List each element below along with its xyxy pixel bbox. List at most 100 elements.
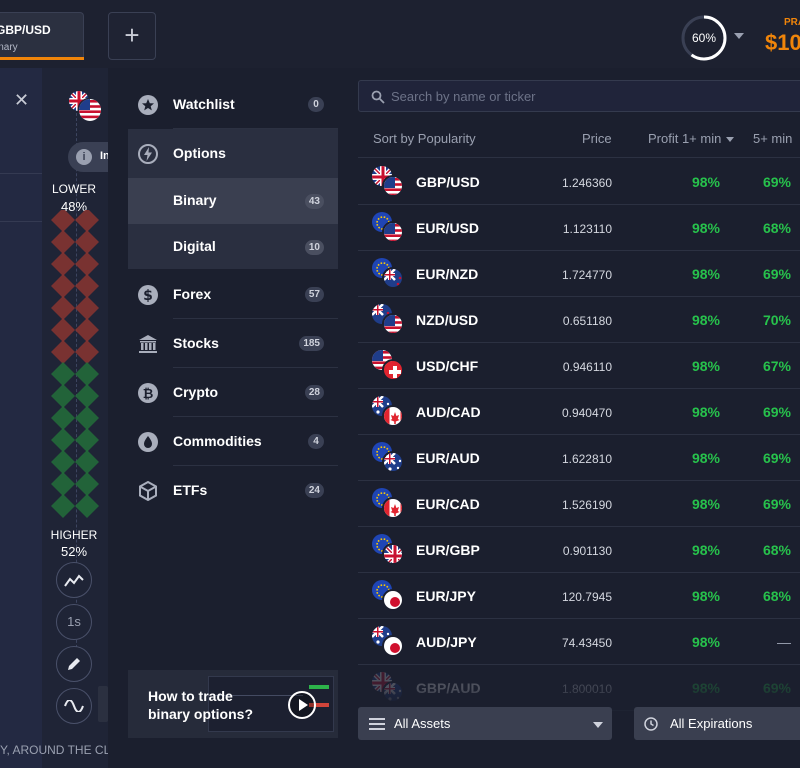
higher-label: HIGHER [50,528,98,542]
asset-row[interactable]: EUR/CAD 1.526190 98% 69% [358,481,800,527]
profit-1min: 98% [691,634,720,650]
bitcoin-icon: ₿ [138,383,158,403]
uk-us-flag-icon [68,90,104,126]
all-assets-dropdown[interactable]: All Assets [358,707,612,740]
lower-sentiment-mark [75,340,99,364]
asset-row[interactable]: GBP/USD 1.246360 98% 69% [358,159,800,205]
menu-item-crypto[interactable]: ₿ Crypto 28 [128,368,338,417]
menu-item-commodities[interactable]: Commodities 4 [128,417,338,466]
menu-item-options[interactable]: Options [128,129,338,178]
profit-1min: 98% [691,404,720,420]
menu-subitem-binary[interactable]: Binary 43 [128,178,338,224]
lower-sentiment-mark [75,252,99,276]
chevron-down-icon [593,722,603,728]
lower-sentiment-mark [75,274,99,298]
asset-info-pill[interactable]: i In [68,142,108,172]
asset-row[interactable]: EUR/NZD 1.724770 98% 69% [358,251,800,297]
asset-price: 1.246360 [561,176,612,190]
menu-item-label: ETFs [173,482,208,498]
lower-sentiment-mark [51,274,75,298]
asset-row[interactable]: AUD/CAD 0.940470 98% 69% [358,389,800,435]
star-icon [138,95,158,115]
sort-selector[interactable]: Sort by Popularity [373,131,476,146]
tutorial-video-card[interactable]: How to trade binary options? [128,670,338,738]
expiration-timer[interactable]: 60% [680,14,728,62]
timer-percent: 60% [691,31,717,45]
menu-subitem-digital[interactable]: Digital 10 [128,224,338,270]
ch-flag-icon [382,359,404,381]
higher-sentiment-mark [51,472,75,496]
all-expirations-dropdown[interactable]: All Expirations [634,707,800,740]
chart-type-button[interactable] [56,562,92,598]
lower-sentiment-mark [51,318,75,342]
higher-sentiment-mark [75,362,99,386]
asset-symbol: EUR/NZD [416,266,479,282]
drop-icon [138,432,158,452]
asset-price: 0.651180 [562,314,612,328]
menu-item-label: Stocks [173,335,219,351]
higher-sentiment-mark [51,494,75,518]
bank-icon [139,335,157,353]
search-input[interactable]: Search by name or ticker [358,80,800,112]
profit-1min: 98% [691,588,720,604]
count-badge: 4 [308,434,324,449]
menu-item-stocks[interactable]: Stocks 185 [128,319,338,368]
menu-subitem-label: Binary [173,192,217,208]
column-header-profit[interactable]: Profit 1+ min [648,131,722,146]
lower-label: LOWER [52,182,97,196]
close-icon[interactable]: ✕ [14,90,30,110]
tutorial-title-line2: binary options? [148,706,253,722]
account-balance[interactable]: $10 [765,30,800,55]
asset-row[interactable]: EUR/AUD 1.622810 98% 69% [358,435,800,481]
indicators-button[interactable] [56,688,92,724]
menu-item-label: Forex [173,286,212,302]
search-placeholder: Search by name or ticker [391,89,536,104]
asset-row[interactable]: EUR/USD 1.123110 98% 68% [358,205,800,251]
count-badge: 0 [308,97,324,112]
drawing-tools-button[interactable] [56,646,92,682]
chart-scroll-handle[interactable] [98,686,108,722]
asset-price: 0.946110 [562,360,612,374]
dropdown-label: All Expirations [670,716,753,731]
menu-item-label: Commodities [173,433,262,449]
sort-caret-icon[interactable] [726,137,734,142]
lower-sentiment-mark [51,252,75,276]
profit-5min: 69% [762,496,791,512]
asset-symbol: EUR/JPY [416,588,476,604]
asset-list-panel: Search by name or ticker Sort by Popular… [358,68,800,768]
wave-icon [64,699,84,713]
chart-side-panel [0,68,42,768]
asset-row[interactable]: AUD/JPY 74.43450 98% — [358,619,800,665]
menu-item-watchlist[interactable]: Watchlist 0 [128,80,338,129]
menu-subitem-label: Digital [173,238,216,254]
active-asset-tab[interactable]: GBP/USD inary [0,12,84,60]
asset-row[interactable]: EUR/JPY 120.7945 98% 68% [358,573,800,619]
chevron-down-icon[interactable] [734,33,744,39]
account-type-label[interactable]: PRA [784,17,800,28]
profit-1min: 98% [691,312,720,328]
asset-row[interactable]: USD/CHF 0.946110 98% 67% [358,343,800,389]
thumbnail-chart-line [213,695,303,696]
asset-row[interactable]: EUR/GBP 0.901130 98% 68% [358,527,800,573]
asset-info-label: In [100,150,108,162]
higher-sentiment-mark [51,450,75,474]
divider [173,128,338,129]
tutorial-title-line1: How to trade [148,688,233,704]
column-header-price[interactable]: Price [582,131,612,146]
asset-row[interactable]: NZD/USD 0.651180 98% 70% [358,297,800,343]
profit-5min: 70% [762,312,791,328]
menu-item-forex[interactable]: $ Forex 57 [128,270,338,319]
menu-item-etfs[interactable]: ETFs 24 [128,466,338,515]
add-asset-button[interactable]: + [108,12,156,60]
time-frame-button[interactable]: 1s [56,604,92,640]
us-flag-icon [382,175,404,197]
list-header: Sort by Popularity Price Profit 1+ min 5… [358,126,800,158]
profit-5min: — [777,634,791,650]
play-icon[interactable] [288,691,316,719]
menu-lines-icon [369,718,385,730]
lower-percent: 48% [60,199,88,214]
search-icon [371,90,385,104]
lower-sentiment-mark [75,210,99,232]
asset-symbol: AUD/CAD [416,404,481,420]
column-header-five-min[interactable]: 5+ min [753,131,793,146]
